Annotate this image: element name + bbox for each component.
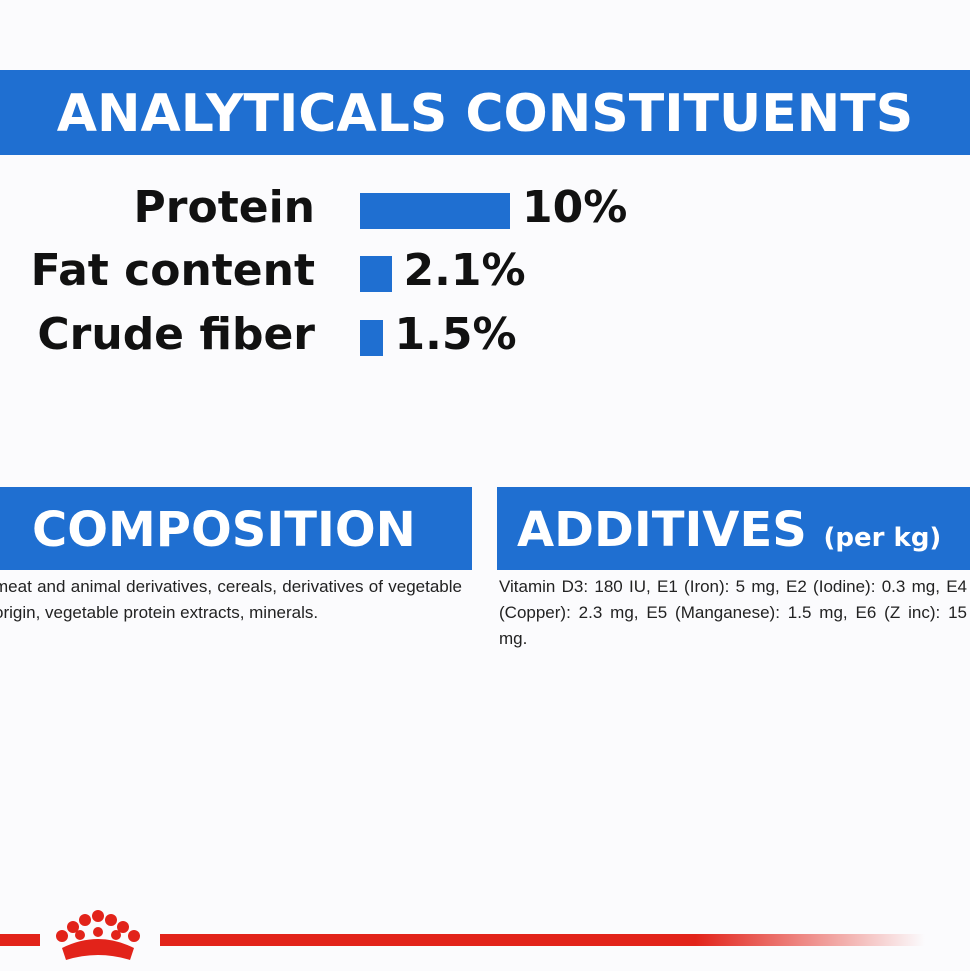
header-title: ANALYTICALS CONSTITUENTS	[56, 84, 914, 144]
footer-line	[0, 934, 40, 946]
bar	[360, 256, 392, 292]
value-label: 1.5%	[394, 309, 517, 360]
category-label: Crude fiber	[37, 309, 315, 360]
category-label: Fat content	[30, 245, 315, 296]
additives-subtitle: (per kg)	[823, 523, 942, 553]
additives-title: ADDITIVES	[517, 502, 807, 558]
composition-band: COMPOSITION	[0, 487, 472, 570]
bar	[360, 193, 510, 229]
additives-band: ADDITIVES (per kg)	[497, 487, 970, 570]
additives-text: Vitamin D3: 180 IU, E1 (Iron): 5 mg, E2 …	[499, 577, 967, 648]
composition-text: meat and animal derivatives, cereals, de…	[0, 577, 462, 622]
composition-title: COMPOSITION	[32, 502, 416, 558]
crown-logo	[56, 910, 140, 960]
value-label: 2.1%	[403, 245, 526, 296]
bar	[360, 320, 383, 356]
category-label: Protein	[133, 182, 315, 233]
header-band: ANALYTICALS CONSTITUENTS	[0, 70, 970, 155]
value-label: 10%	[522, 182, 628, 233]
footer-line	[160, 934, 925, 946]
